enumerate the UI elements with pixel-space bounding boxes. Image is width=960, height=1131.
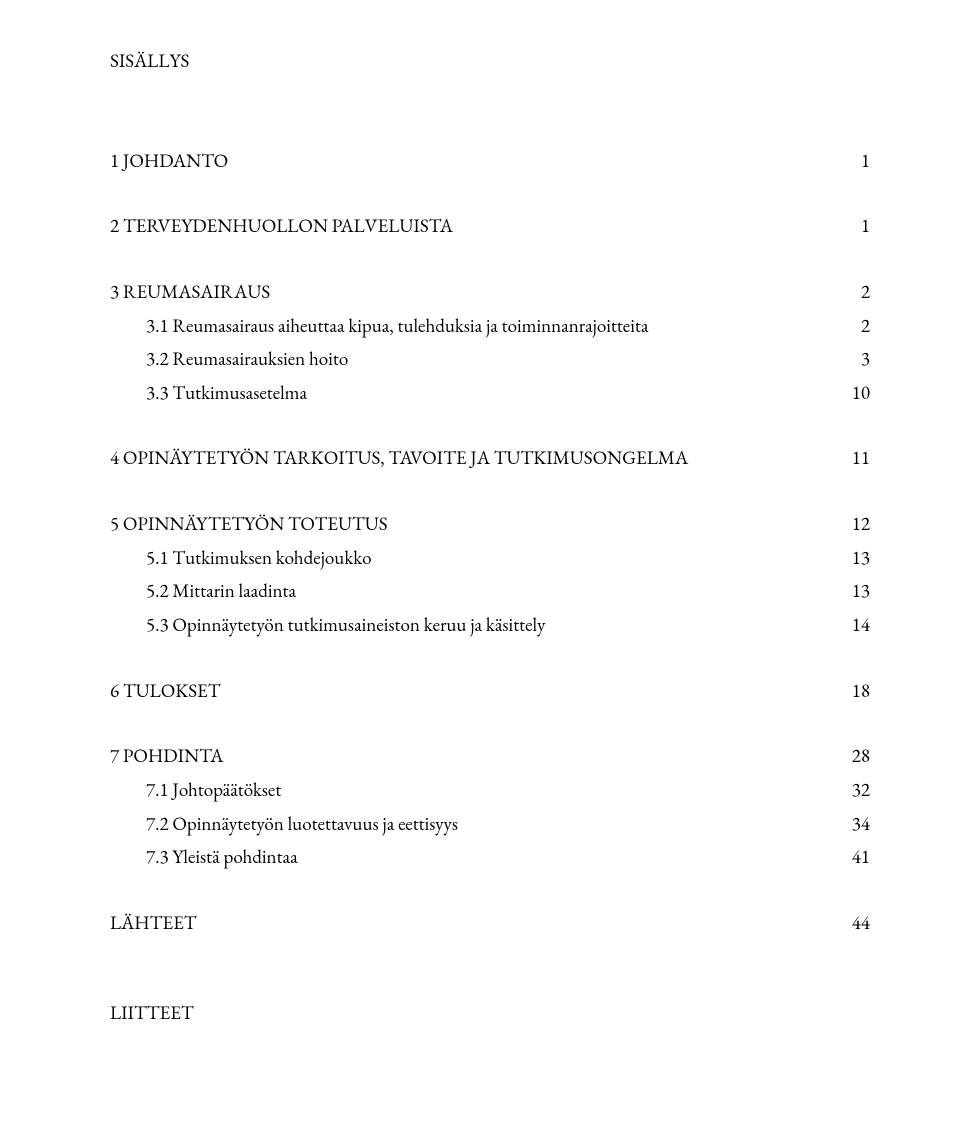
toc-label: 3.1 Reumasairaus aiheuttaa kipua, tulehd… bbox=[146, 313, 840, 339]
toc-row: 3.2 Reumasairauksien hoito 3 bbox=[110, 342, 870, 376]
toc-title: SISÄLLYS bbox=[110, 48, 870, 74]
toc-row: 7.2 Opinnäytetyön luotettavuus ja eettis… bbox=[110, 807, 870, 841]
toc-row: 6 TULOKSET 18 bbox=[110, 674, 870, 708]
toc-page: SISÄLLYS 1 JOHDANTO 1 2 TERVEYDENHUOLLON… bbox=[0, 0, 960, 1131]
toc-row: 4 OPINÄYTETYÖN TARKOITUS, TAVOITE JA TUT… bbox=[110, 441, 870, 475]
toc-group: 3 REUMASAIRAUS 2 3.1 Reumasairaus aiheut… bbox=[110, 275, 870, 410]
toc-label: 1 JOHDANTO bbox=[110, 148, 840, 174]
toc-label: 5.2 Mittarin laadinta bbox=[146, 578, 840, 604]
toc-row: 5.2 Mittarin laadinta 13 bbox=[110, 574, 870, 608]
toc-row: 1 JOHDANTO 1 bbox=[110, 144, 870, 178]
toc-page-number: 41 bbox=[840, 844, 870, 870]
toc-page-number: 3 bbox=[840, 346, 870, 372]
toc-label: 3.2 Reumasairauksien hoito bbox=[146, 346, 840, 372]
toc-label: 7.2 Opinnäytetyön luotettavuus ja eettis… bbox=[146, 811, 840, 837]
toc-page-number: 10 bbox=[840, 380, 870, 406]
toc-label: 5.3 Opinnäytetyön tutkimusaineiston keru… bbox=[146, 612, 840, 638]
toc-group: 5 OPINNÄYTETYÖN TOTEUTUS 12 5.1 Tutkimuk… bbox=[110, 507, 870, 642]
toc-label: 2 TERVEYDENHUOLLON PALVELUISTA bbox=[110, 213, 840, 239]
toc-body: 1 JOHDANTO 1 2 TERVEYDENHUOLLON PALVELUI… bbox=[110, 144, 870, 940]
toc-group: 6 TULOKSET 18 bbox=[110, 674, 870, 708]
toc-row: 5.3 Opinnäytetyön tutkimusaineiston keru… bbox=[110, 608, 870, 642]
toc-row: 3 REUMASAIRAUS 2 bbox=[110, 275, 870, 309]
toc-label: 7 POHDINTA bbox=[110, 743, 840, 769]
toc-row: 5.1 Tutkimuksen kohdejoukko 13 bbox=[110, 541, 870, 575]
toc-label: 6 TULOKSET bbox=[110, 678, 840, 704]
toc-page-number: 13 bbox=[840, 545, 870, 571]
toc-page-number: 11 bbox=[840, 445, 870, 471]
toc-label: 3.3 Tutkimusasetelma bbox=[146, 380, 840, 406]
toc-page-number: 14 bbox=[840, 612, 870, 638]
toc-label: 5.1 Tutkimuksen kohdejoukko bbox=[146, 545, 840, 571]
toc-row: 3.1 Reumasairaus aiheuttaa kipua, tulehd… bbox=[110, 309, 870, 343]
toc-row: 5 OPINNÄYTETYÖN TOTEUTUS 12 bbox=[110, 507, 870, 541]
toc-label: 5 OPINNÄYTETYÖN TOTEUTUS bbox=[110, 511, 840, 537]
toc-row: 2 TERVEYDENHUOLLON PALVELUISTA 1 bbox=[110, 209, 870, 243]
toc-group: 2 TERVEYDENHUOLLON PALVELUISTA 1 bbox=[110, 209, 870, 243]
toc-row: 3.3 Tutkimusasetelma 10 bbox=[110, 376, 870, 410]
toc-page-number: 18 bbox=[840, 678, 870, 704]
toc-group: 1 JOHDANTO 1 bbox=[110, 144, 870, 178]
toc-row: 7.3 Yleistä pohdintaa 41 bbox=[110, 840, 870, 874]
toc-page-number: 12 bbox=[840, 511, 870, 537]
toc-page-number: 2 bbox=[840, 279, 870, 305]
toc-page-number: 1 bbox=[840, 213, 870, 239]
toc-row: 7 POHDINTA 28 bbox=[110, 739, 870, 773]
toc-group: LÄHTEET 44 bbox=[110, 906, 870, 940]
toc-page-number: 2 bbox=[840, 313, 870, 339]
toc-group: 7 POHDINTA 28 7.1 Johtopäätökset 32 7.2 … bbox=[110, 739, 870, 874]
toc-label: 7.1 Johtopäätökset bbox=[146, 777, 840, 803]
toc-label: LÄHTEET bbox=[110, 910, 840, 936]
toc-label: 4 OPINÄYTETYÖN TARKOITUS, TAVOITE JA TUT… bbox=[110, 445, 840, 471]
toc-label: 3 REUMASAIRAUS bbox=[110, 279, 840, 305]
toc-page-number: 34 bbox=[840, 811, 870, 837]
toc-page-number: 28 bbox=[840, 743, 870, 769]
toc-page-number: 1 bbox=[840, 148, 870, 174]
toc-page-number: 32 bbox=[840, 777, 870, 803]
toc-label: 7.3 Yleistä pohdintaa bbox=[146, 844, 840, 870]
toc-row: LÄHTEET 44 bbox=[110, 906, 870, 940]
toc-group: 4 OPINÄYTETYÖN TARKOITUS, TAVOITE JA TUT… bbox=[110, 441, 870, 475]
toc-row: 7.1 Johtopäätökset 32 bbox=[110, 773, 870, 807]
appendix-label: LIITTEET bbox=[110, 1000, 870, 1026]
toc-page-number: 13 bbox=[840, 578, 870, 604]
toc-page-number: 44 bbox=[840, 910, 870, 936]
